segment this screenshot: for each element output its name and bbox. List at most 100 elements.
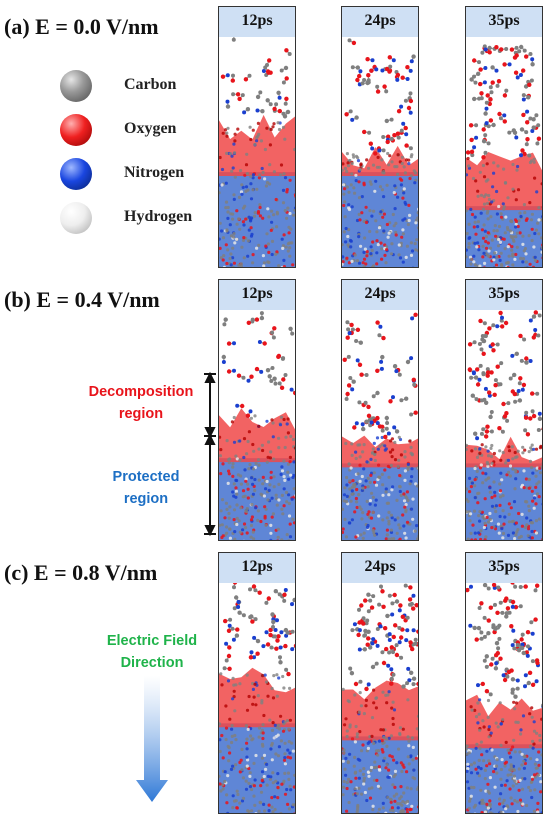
atom (392, 758, 396, 762)
molecule (487, 392, 497, 398)
atom (401, 808, 405, 812)
atom (406, 698, 410, 702)
atom (226, 481, 230, 485)
atom (494, 764, 499, 768)
atom (403, 801, 407, 805)
atom (245, 673, 249, 677)
atom (225, 229, 229, 233)
atom (257, 726, 262, 730)
atom (521, 451, 525, 455)
atom (350, 453, 354, 457)
molecule (404, 638, 413, 645)
atom (483, 810, 487, 813)
atom (219, 509, 223, 513)
atom (467, 786, 471, 790)
atom (382, 229, 386, 233)
atom (290, 497, 294, 501)
molecule (346, 383, 355, 392)
atom (511, 745, 515, 749)
atom (288, 254, 292, 258)
atom (407, 162, 411, 166)
molecule (406, 105, 413, 115)
atom (384, 766, 388, 770)
molecule (267, 374, 274, 383)
atom (353, 740, 357, 744)
molecule (490, 65, 499, 73)
atom (354, 179, 358, 183)
atom (408, 439, 412, 443)
atom (490, 495, 494, 500)
atom (516, 720, 520, 724)
atom (231, 217, 235, 221)
atom (532, 809, 536, 813)
atom (507, 751, 511, 755)
atom (295, 746, 296, 749)
atom (362, 531, 366, 535)
atom (390, 455, 394, 459)
molecule (409, 410, 418, 417)
molecule (263, 65, 271, 74)
atom (391, 448, 395, 452)
atom (246, 727, 250, 731)
atom (261, 448, 265, 453)
atom (249, 219, 253, 223)
atom (512, 700, 516, 704)
atom (253, 803, 257, 807)
molecule (481, 424, 490, 432)
atom (407, 744, 411, 748)
atom (281, 674, 285, 679)
atom (400, 155, 405, 159)
atom (468, 236, 472, 240)
atom (293, 446, 295, 450)
molecule (522, 151, 532, 158)
atom (474, 746, 478, 750)
atom (267, 260, 271, 264)
atom (479, 767, 483, 771)
atom (263, 809, 267, 813)
molecule (406, 666, 414, 675)
atom (413, 181, 417, 185)
atom (269, 476, 273, 480)
atom (413, 529, 417, 533)
atom (382, 735, 386, 740)
molecule (226, 341, 236, 346)
atom (403, 450, 407, 454)
atom (257, 176, 261, 180)
atom (377, 165, 381, 169)
molecule (495, 610, 505, 615)
molecule (525, 116, 533, 125)
molecule (519, 127, 529, 135)
atom (294, 470, 295, 473)
atom (256, 694, 260, 698)
atom (383, 448, 387, 452)
atom (417, 534, 418, 538)
atom (467, 751, 471, 755)
atom (516, 188, 521, 192)
atom (361, 743, 365, 747)
molecule (477, 338, 487, 346)
atom (238, 760, 242, 765)
atom (392, 224, 396, 228)
atom (395, 761, 399, 765)
atom (482, 251, 486, 255)
atom (241, 796, 246, 800)
atom (514, 533, 518, 537)
atom (479, 529, 483, 533)
atom (353, 482, 357, 486)
molecule (510, 351, 519, 358)
atom (478, 170, 482, 174)
molecule (515, 643, 525, 650)
atom (528, 201, 532, 205)
atom (405, 770, 409, 774)
atom (371, 163, 376, 167)
molecule (377, 602, 386, 609)
md-snapshot (219, 311, 295, 540)
molecule (469, 135, 479, 143)
molecule (222, 666, 232, 671)
atom (365, 158, 369, 162)
molecule (279, 627, 289, 635)
atom (290, 741, 294, 745)
atom (342, 255, 345, 259)
atom (476, 491, 480, 496)
molecule (472, 58, 481, 65)
